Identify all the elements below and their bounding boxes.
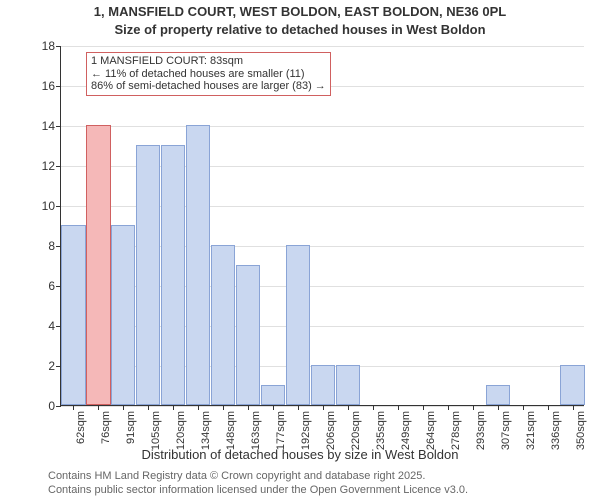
x-tick-mark: [273, 405, 274, 410]
x-tick-label: 148sqm: [225, 411, 237, 450]
bar: [136, 145, 160, 405]
bar-highlight: [86, 125, 110, 405]
x-tick-label: 76sqm: [100, 411, 112, 444]
x-tick-mark: [348, 405, 349, 410]
bar: [311, 365, 335, 405]
x-tick-mark: [298, 405, 299, 410]
gridline: [61, 46, 584, 47]
x-tick-label: 192sqm: [300, 411, 312, 450]
x-tick-label: 235sqm: [375, 411, 387, 450]
x-tick-label: 120sqm: [175, 411, 187, 450]
bar: [336, 365, 360, 405]
bar: [111, 225, 135, 405]
y-tick-label: 0: [48, 399, 61, 413]
x-tick-label: 350sqm: [575, 411, 587, 450]
x-tick-mark: [123, 405, 124, 410]
bar: [286, 245, 310, 405]
chart-container: 1, MANSFIELD COURT, WEST BOLDON, EAST BO…: [0, 0, 600, 500]
x-tick-mark: [223, 405, 224, 410]
x-tick-label: 249sqm: [400, 411, 412, 450]
x-tick-label: 321sqm: [525, 411, 537, 450]
bar: [236, 265, 260, 405]
x-tick-mark: [573, 405, 574, 410]
x-tick-label: 264sqm: [425, 411, 437, 450]
x-tick-label: 278sqm: [450, 411, 462, 450]
x-tick-mark: [448, 405, 449, 410]
plot-area: 02468101214161862sqm76sqm91sqm105sqm120s…: [60, 46, 584, 406]
x-tick-mark: [523, 405, 524, 410]
chart-title-main: 1, MANSFIELD COURT, WEST BOLDON, EAST BO…: [0, 4, 600, 19]
bar: [211, 245, 235, 405]
y-tick-label: 2: [48, 359, 61, 373]
x-tick-label: 163sqm: [250, 411, 262, 450]
x-tick-label: 134sqm: [200, 411, 212, 450]
x-tick-mark: [473, 405, 474, 410]
x-tick-label: 206sqm: [325, 411, 337, 450]
bar: [186, 125, 210, 405]
x-tick-label: 336sqm: [550, 411, 562, 450]
x-tick-label: 220sqm: [350, 411, 362, 450]
y-tick-label: 14: [42, 119, 61, 133]
x-tick-mark: [323, 405, 324, 410]
y-tick-label: 6: [48, 279, 61, 293]
footer-attribution-2: Contains public sector information licen…: [48, 484, 468, 496]
x-tick-mark: [498, 405, 499, 410]
y-tick-label: 4: [48, 319, 61, 333]
bar: [161, 145, 185, 405]
x-axis-label: Distribution of detached houses by size …: [0, 447, 600, 462]
x-tick-label: 62sqm: [75, 411, 87, 444]
x-tick-mark: [373, 405, 374, 410]
annotation-line-2: ← 11% of detached houses are smaller (11…: [91, 68, 326, 81]
bar: [486, 385, 510, 405]
x-tick-label: 307sqm: [500, 411, 512, 450]
bar: [61, 225, 85, 405]
x-tick-mark: [248, 405, 249, 410]
x-tick-mark: [398, 405, 399, 410]
bar: [261, 385, 285, 405]
y-tick-label: 18: [42, 39, 61, 53]
x-tick-label: 177sqm: [275, 411, 287, 450]
annotation-line-3: 86% of semi-detached houses are larger (…: [91, 80, 326, 93]
bar: [560, 365, 584, 405]
x-tick-mark: [73, 405, 74, 410]
x-tick-mark: [198, 405, 199, 410]
x-tick-mark: [548, 405, 549, 410]
chart-title-sub: Size of property relative to detached ho…: [0, 22, 600, 37]
x-tick-mark: [173, 405, 174, 410]
x-tick-label: 293sqm: [475, 411, 487, 450]
x-tick-mark: [98, 405, 99, 410]
gridline: [61, 126, 584, 127]
y-tick-label: 16: [42, 79, 61, 93]
y-tick-label: 8: [48, 239, 61, 253]
footer-attribution-1: Contains HM Land Registry data © Crown c…: [48, 470, 425, 482]
annotation-line-1: 1 MANSFIELD COURT: 83sqm: [91, 55, 326, 68]
x-tick-mark: [148, 405, 149, 410]
x-tick-mark: [423, 405, 424, 410]
x-tick-label: 105sqm: [150, 411, 162, 450]
y-tick-label: 12: [42, 159, 61, 173]
x-tick-label: 91sqm: [125, 411, 137, 444]
y-tick-label: 10: [42, 199, 61, 213]
annotation-box: 1 MANSFIELD COURT: 83sqm ← 11% of detach…: [86, 52, 331, 96]
